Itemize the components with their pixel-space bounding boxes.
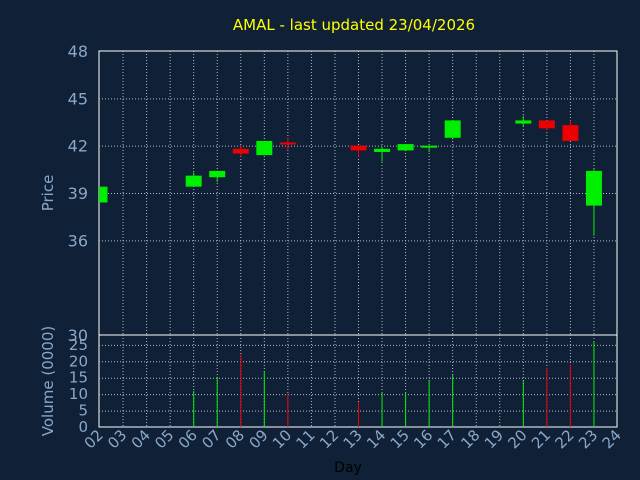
volume-y-tick-label: 20 (69, 352, 88, 370)
price-y-tick-label: 48 (68, 42, 88, 61)
candle-body (99, 186, 108, 203)
candle (421, 145, 438, 152)
candle-body (185, 175, 202, 187)
x-tick-labels: 0203040506070809101112131415161718192021… (81, 426, 625, 452)
candle (538, 120, 555, 130)
price-y-tick-label: 45 (68, 89, 88, 108)
candle-body (421, 145, 438, 148)
candle (232, 145, 249, 157)
price-y-tick-labels: 30 36 39 42 45 48 (68, 42, 88, 345)
candle (444, 120, 461, 140)
candle-body (232, 148, 249, 154)
candle (585, 169, 602, 236)
candle-body (585, 170, 602, 206)
candle (99, 186, 108, 203)
price-axis-label: Price (39, 175, 57, 212)
x-axis-label: Day (334, 460, 362, 476)
candle-body (350, 145, 367, 151)
volume-bars (193, 341, 595, 427)
price-grid (99, 51, 617, 335)
candle (185, 172, 202, 187)
volume-axis-label: Volume (0000) (39, 326, 57, 436)
candle-body (562, 125, 579, 141)
price-y-tick-label: 36 (68, 231, 88, 250)
candle (397, 144, 414, 151)
candle-body (515, 120, 532, 124)
candle (256, 140, 273, 156)
volume-y-tick-label: 0 (78, 418, 88, 436)
candle-body (256, 140, 273, 156)
candle-body (444, 120, 461, 138)
volume-y-tick-label: 25 (69, 336, 88, 354)
candle (374, 147, 391, 162)
candle (562, 120, 579, 141)
candle-body (397, 144, 414, 151)
candle (515, 115, 532, 127)
candle-body (538, 120, 555, 129)
candle (279, 137, 296, 151)
price-y-tick-label: 42 (68, 137, 88, 156)
price-y-tick-label: 39 (68, 184, 88, 203)
price-y-tick-label: 30 (68, 326, 88, 345)
candlesticks (99, 115, 602, 236)
candle (209, 170, 226, 182)
chart-title: AMAL - last updated 23/04/2026 (233, 16, 475, 34)
volume-y-tick-label: 10 (69, 385, 88, 403)
candle-body (209, 170, 226, 178)
candle (350, 145, 367, 157)
volume-y-tick-label: 15 (69, 369, 88, 387)
volume-y-tick-label: 5 (78, 402, 88, 420)
candle-body (279, 142, 296, 145)
candle-body (374, 148, 391, 152)
